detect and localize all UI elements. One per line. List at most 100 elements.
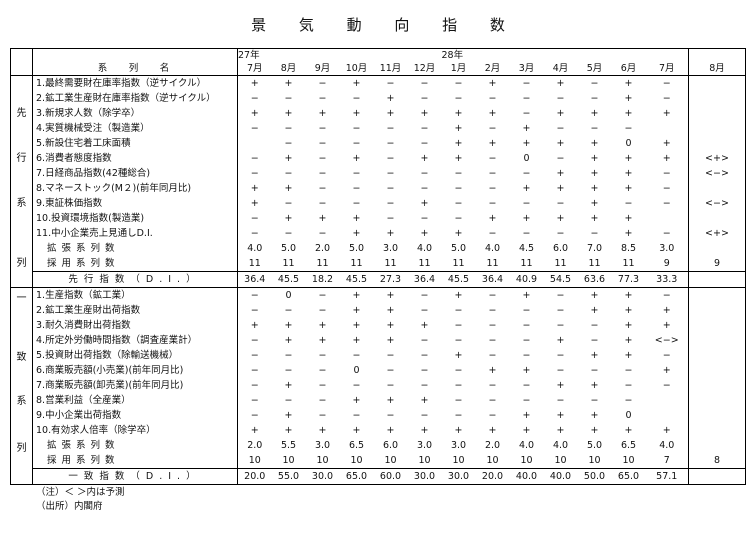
value-cell: 4.0 [416,243,433,254]
forecast-cell: 9 [713,258,721,269]
side-label-char: 列 [16,443,27,454]
value-cell: 3.0 [645,241,689,256]
coincident-series-row: 6.商業販売額(小売業)(前年同月比) − − − 0 − − − + + − − − + [11,363,746,378]
value-cell: + [556,410,565,421]
value-cell: + [645,303,689,318]
value-cell: − [420,183,429,194]
value-cell: + [386,320,395,331]
value-cell: − [645,166,689,181]
forecast-cell [689,241,746,256]
value-cell: 10 [520,455,533,466]
value-cell: − [624,395,633,406]
value-cell: − [352,123,361,134]
value-cell: + [318,213,327,224]
value-cell: − [250,305,259,316]
value-cell: + [590,168,599,179]
forecast-cell [689,303,746,318]
value-cell: + [522,123,531,134]
note-source: （出所）内閣府 [36,501,103,512]
value-cell: 36.4 [244,274,266,285]
value-cell: + [624,305,633,316]
value-cell: − [645,91,689,106]
value-cell: + [352,78,361,89]
value-cell: + [624,168,633,179]
month-header: 7月 [645,62,689,76]
value-cell: + [420,108,429,119]
coincident-series-row: 2.鉱工業生産財出荷指数 − − − + + − − − − − + + + [11,303,746,318]
value-cell: − [454,213,463,224]
value-cell: + [318,108,327,119]
forecast-cell [689,423,746,438]
series-name: 2.鉱工業生産財在庫率指数（逆サイクル） [32,91,238,106]
header-month-row: 系 列 名 7月 8月 9月 10月 11月 12月 1月 2月 3月 4月 5月 6月 7月 8月 [11,62,746,76]
value-cell: − [645,287,689,303]
value-cell: − [522,380,531,391]
value-cell: − [488,380,497,391]
series-name: 10.投資環境指数(製造業) [32,211,238,226]
series-name: 採用系列数 [32,256,238,272]
value-cell: 4.0 [247,243,263,254]
side-label-char: 系 [16,198,27,209]
series-name: 先行指数（D.I.） [32,271,238,288]
value-cell: 40.0 [549,471,572,482]
forecast-cell [689,211,746,226]
value-cell: − [420,335,429,346]
value-cell: + [590,153,599,164]
value-cell: + [488,365,497,376]
value-cell: + [624,108,633,119]
value-cell: − [454,320,463,331]
series-name: 5.投資財出荷指数（除輸送機械） [32,348,238,363]
value-cell: + [522,290,531,301]
value-cell: + [624,350,633,361]
value-cell: − [522,350,531,361]
leading-count-row: 採用系列数 11 11 11 11 11 11 11 11 11 11 11 11 9 9 [11,256,746,272]
value-cell: 36.4 [481,274,504,285]
value-cell: 0 [625,138,632,149]
value-cell: − [386,410,395,421]
value-cell: − [590,78,599,89]
leading-series-row: 8.マネーストック(M２)(前年同月比) + + − − − − − − + + + + − [11,181,746,196]
coincident-series-row: 5.投資財出荷指数（除輸送機械） − − − − − − + − − − + + − [11,348,746,363]
forecast-cell [689,181,746,196]
value-cell: − [556,305,565,316]
value-cell: 7.0 [586,243,603,254]
header-spacer [578,49,612,63]
value-cell: + [522,183,531,194]
value-cell: 45.5 [277,274,300,285]
value-cell: + [556,138,565,149]
value-cell: − [454,380,463,391]
value-cell: 30.0 [447,471,470,482]
value-cell: + [386,290,395,301]
leading-series-row: 7.日経商品指数(42種総合) − − − − − − − − − + + + − <−> [11,166,746,181]
value-cell: 45.5 [447,274,470,285]
value-cell: − [420,305,429,316]
value-cell: + [556,108,565,119]
value-cell: + [250,198,259,209]
series-name: 8.マネーストック(M２)(前年同月比) [32,181,238,196]
series-name: 1.生産指数（鉱工業） [32,287,238,303]
value-cell: + [250,425,259,436]
value-cell: − [352,350,361,361]
value-cell: − [318,228,327,239]
value-cell: + [488,425,497,436]
value-cell: + [522,365,531,376]
value-cell: + [284,78,293,89]
value-cell [238,136,272,151]
value-cell: + [645,363,689,378]
value-cell: − [590,123,599,134]
forecast-cell: <−> [705,198,729,209]
value-cell: + [352,305,361,316]
value-cell: − [420,365,429,376]
value-cell: − [556,198,565,209]
value-cell: + [352,290,361,301]
value-cell: − [420,123,429,134]
value-cell: 3.0 [314,440,331,451]
value-cell: − [645,378,689,393]
series-name: 10.有効求人倍率（除学卒） [32,423,238,438]
year-label: 27年 [238,50,260,61]
value-cell: − [420,380,429,391]
value-cell: + [284,410,293,421]
value-cell: 10 [554,455,567,466]
forecast-cell [689,76,746,92]
value-cell: + [624,153,633,164]
